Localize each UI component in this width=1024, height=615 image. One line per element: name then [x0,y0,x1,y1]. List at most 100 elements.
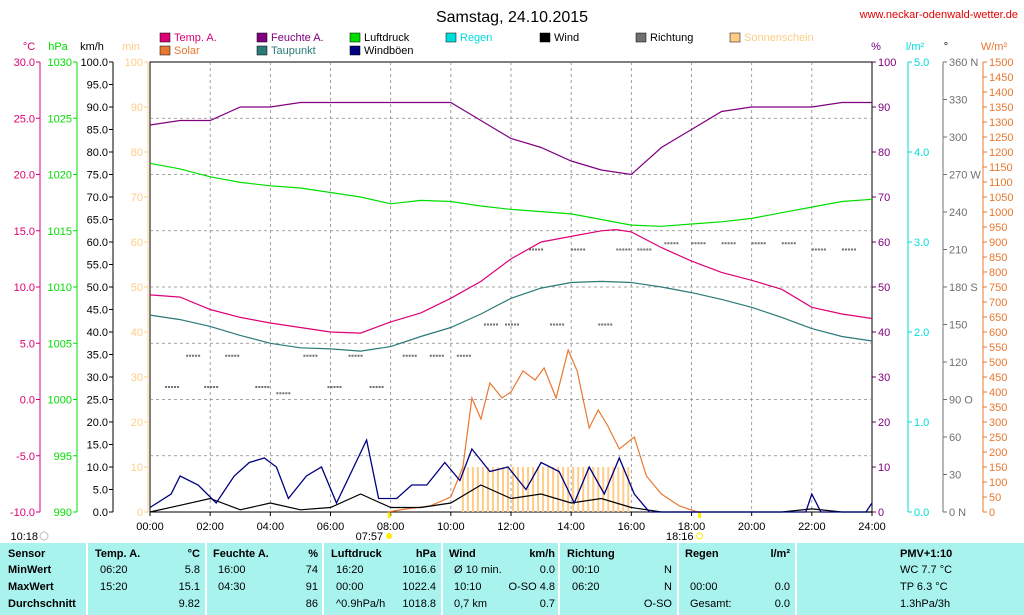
stats-header-sensor: Sensor [8,548,46,560]
solar-tick-label: 1000 [989,207,1013,219]
direction-mark [438,354,441,357]
direction-mark [216,386,219,388]
legend-swatch-temp [159,32,171,43]
direction-mark [853,248,856,251]
direction-mark [330,386,333,388]
wind-tick-label: 60.0 [87,237,108,249]
pressure-tick-label: 990 [54,507,72,519]
wind-tick-label: 40.0 [87,327,108,339]
solar-tick-label: 1300 [989,117,1013,129]
direction-mark [264,386,267,388]
direction-tick-label: 210 [949,245,967,257]
stats-divider [558,543,560,615]
direction-mark [333,386,336,388]
direction-mark [727,242,730,245]
axis-unit-label: ° [944,41,948,53]
axis-unit-label: °C [23,41,35,53]
direction-mark [195,354,198,357]
sunshine-bar [532,467,535,512]
direction-mark [640,248,643,251]
series-line-solar [387,348,698,513]
direction-tick-label: 240 [949,207,967,219]
stats-divider [322,543,324,615]
legend-label-solar: Solar [174,45,200,57]
direction-mark [850,248,853,251]
stats-min-wind-time: Ø 10 min. [454,564,502,576]
sunshine-bar [491,467,494,512]
direction-mark [435,354,438,357]
stats-avg-pressure-value: 1018.8 [402,598,436,610]
stats-min-temp-time: 06:20 [100,564,128,576]
stats-divider [677,543,679,615]
stats-divider [795,543,797,615]
stats-avg-humidity-value: 86 [305,598,318,610]
solar-tick-label: 400 [989,387,1007,399]
direction-mark [510,323,513,326]
wind-tick-label: 70.0 [87,192,108,204]
direction-mark [604,323,607,326]
humidity-tick-label: 50 [878,282,890,294]
direction-mark [730,242,733,245]
solar-tick-label: 600 [989,327,1007,339]
wind-tick-label: 65.0 [87,215,108,227]
temp-tick-label: 5.0 [20,338,35,350]
stats-max-humidity-value: 91 [305,581,318,593]
humidity-tick-label: 0 [878,507,884,519]
wind-tick-label: 5.0 [93,485,108,497]
solar-tick-label: 1350 [989,102,1013,114]
solar-tick-label: 1250 [989,132,1013,144]
direction-mark [303,354,306,357]
x-tick-label: 08:00 [377,521,405,533]
direction-mark [616,248,619,251]
stats-min-direction-time: 00:10 [572,564,600,576]
sunshine-bar [607,467,610,512]
statistics-table: Sensor Temp. A. °C Feuchte A.% Luftdruck hPa W… [0,543,1024,615]
sunshine-bar [572,467,575,512]
website-label: www.neckar-odenwald-wetter.de [859,9,1018,21]
direction-mark [559,323,562,326]
direction-mark [577,248,580,251]
direction-mark [414,354,417,357]
wind-tick-label: 30.0 [87,372,108,384]
direction-mark [784,242,787,245]
stats-max-rain-value: 0.0 [774,581,790,593]
x-tick-label: 02:00 [196,521,224,533]
stats-avg-rain-time: Gesamt: [690,598,732,610]
direction-tick-label: 0 N [949,507,966,519]
pressure-tick-label: 1015 [48,226,72,238]
direction-mark [408,354,411,357]
direction-mark [267,386,270,388]
solar-tick-label: 650 [989,312,1007,324]
solar-tick-label: 800 [989,267,1007,279]
direction-tick-label: 300 [949,132,967,144]
legend-label-direction: Richtung [650,32,693,44]
direction-mark [315,354,318,357]
wind-tick-label: 50.0 [87,282,108,294]
sunshine-bar [476,467,479,512]
x-tick-label: 24:00 [858,521,886,533]
sunshine-bar [552,467,555,512]
x-tick-label: 14:00 [557,521,585,533]
solar-tick-label: 1450 [989,72,1013,84]
direction-tick-label: 60 [949,432,961,444]
chart-legend: Temp. A. Feuchte A. Luftdruck Regen Wind Rich… [159,32,814,57]
direction-mark [676,242,679,245]
stats-max-temp-time: 15:20 [100,581,128,593]
humidity-tick-label: 90 [878,102,890,114]
wind-tick-label: 95.0 [87,80,108,92]
direction-mark [793,242,796,245]
direction-mark [348,354,351,357]
direction-mark [192,354,195,357]
sunshine-tick-label: 10 [131,462,143,474]
sunshine-bar [501,467,504,512]
sunshine-tick-label: 100 [125,57,143,69]
sunshine-bar [461,467,464,512]
plot-area [149,61,873,513]
direction-mark [261,386,264,388]
x-tick-label: 10:00 [437,521,465,533]
direction-mark [841,248,844,251]
direction-mark [691,242,694,245]
legend-label-wind: Wind [554,32,579,44]
temp-tick-label: 0.0 [20,395,35,407]
direction-mark [724,242,727,245]
